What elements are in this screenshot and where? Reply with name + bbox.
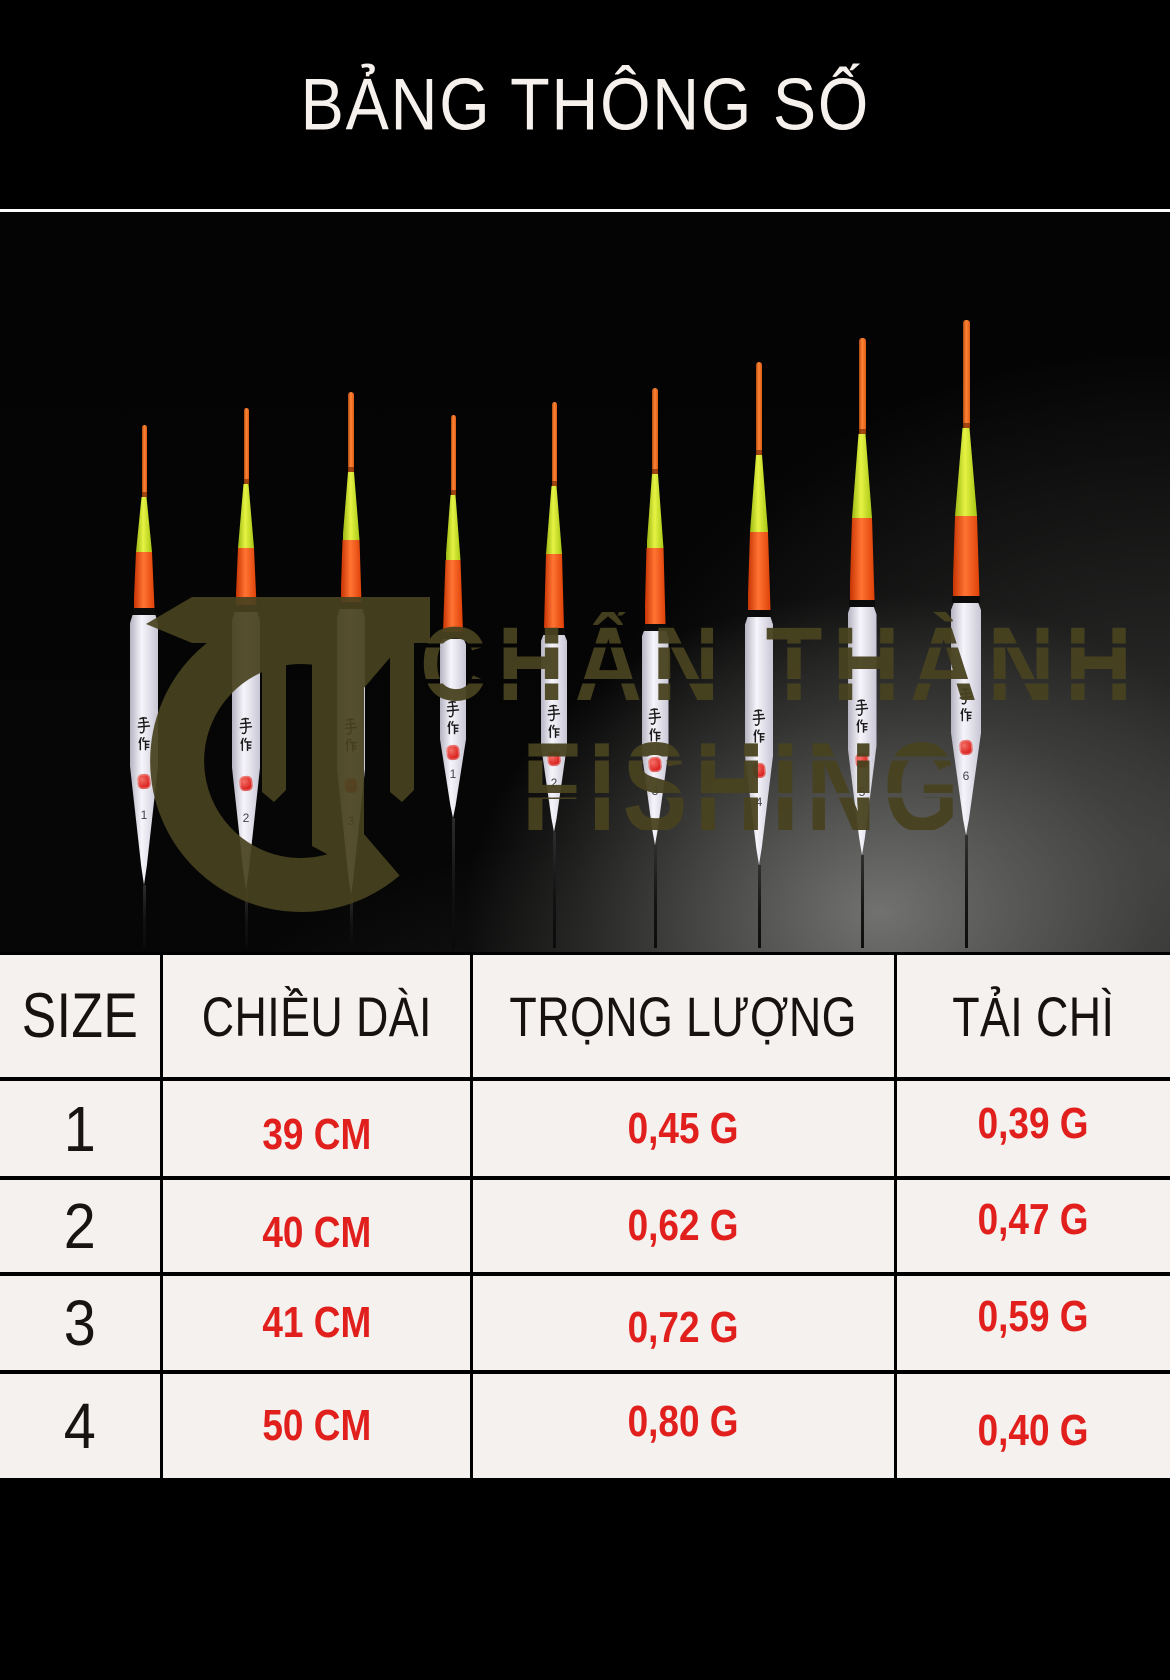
float-stem xyxy=(653,845,657,948)
fishing-float: 1 xyxy=(433,415,473,948)
page-title: BẢNG THÔNG SỐ xyxy=(300,63,870,146)
float-antenna-tip xyxy=(348,392,354,472)
handmade-characters-glyph xyxy=(959,688,973,722)
float-orange-segment xyxy=(340,540,362,602)
spec-table: SIZE CHIỀU DÀI TRỌNG LƯỢNG TẢI CHÌ 1 39 … xyxy=(0,952,1170,1478)
length-cell: 41 CM xyxy=(163,1276,470,1370)
column-header-weight: TRỌNG LƯỢNG xyxy=(473,955,894,1077)
lead-load-cell: 0,59 G xyxy=(897,1276,1170,1370)
float-stem xyxy=(757,865,761,948)
weight-cell: 0,45 G xyxy=(473,1081,894,1176)
float-green-segment xyxy=(445,495,461,560)
float-stem xyxy=(349,895,353,948)
lead-load-cell: 0,47 G xyxy=(897,1180,1170,1272)
handmade-characters-glyph xyxy=(547,704,561,739)
column-header-length: CHIỀU DÀI xyxy=(163,955,470,1077)
length-cell: 39 CM xyxy=(163,1081,470,1176)
size-cell: 3 xyxy=(0,1276,160,1370)
float-orange-segment xyxy=(133,552,155,608)
weight-cell: 0,62 G xyxy=(473,1180,894,1272)
lead-load-cell: 0,40 G xyxy=(897,1374,1170,1478)
weight-cell: 0,72 G xyxy=(473,1276,894,1370)
float-number: 1 xyxy=(140,808,148,823)
fishing-float: 2 xyxy=(534,402,574,948)
title-bar: BẢNG THÔNG SỐ xyxy=(0,0,1170,209)
float-antenna-tip xyxy=(243,408,249,484)
float-stem xyxy=(964,835,968,948)
column-header-lead-load: TẢI CHÌ xyxy=(897,955,1170,1077)
length-cell: 50 CM xyxy=(163,1374,470,1478)
product-photo: CHẤN THÀNH FISHING 1 xyxy=(0,212,1170,952)
float-antenna-tip xyxy=(652,388,658,474)
float-black-band xyxy=(442,632,464,639)
handmade-characters-glyph xyxy=(752,709,766,743)
column-header-size: SIZE xyxy=(0,955,160,1077)
float-orange-segment xyxy=(747,532,771,610)
fishing-float: 4 xyxy=(739,362,779,948)
float-green-segment xyxy=(342,472,360,540)
float-green-segment xyxy=(646,474,664,548)
float-antenna-tip xyxy=(551,402,557,486)
weight-cell: 0,80 G xyxy=(473,1374,894,1478)
float-antenna-tip xyxy=(450,415,456,495)
handmade-characters-glyph xyxy=(239,717,253,752)
float-antenna-tip xyxy=(962,320,970,428)
fishing-float: 5 xyxy=(842,338,882,948)
float-black-band xyxy=(747,610,771,617)
watermark-brand-text: CHẤN THÀNH xyxy=(420,605,1143,724)
float-antenna-tip xyxy=(141,425,147,497)
float-black-band xyxy=(543,628,565,635)
size-cell: 2 xyxy=(0,1180,160,1272)
float-orange-segment xyxy=(952,516,980,596)
float-orange-segment xyxy=(443,560,463,632)
handmade-characters-glyph xyxy=(137,717,151,751)
watermark-logo-icon xyxy=(146,597,430,912)
float-number: 2 xyxy=(242,811,250,826)
size-cell: 4 xyxy=(0,1374,160,1478)
float-antenna-tip xyxy=(858,338,866,434)
float-number: 4 xyxy=(756,796,763,808)
length-cell: 40 CM xyxy=(163,1180,470,1272)
float-black-band xyxy=(133,608,155,615)
fishing-float: 3 xyxy=(635,388,675,948)
float-number: 1 xyxy=(449,766,457,781)
fishing-float: 6 xyxy=(946,320,986,948)
float-orange-segment xyxy=(849,518,875,600)
watermark-fishing-text: FISHING xyxy=(522,716,967,859)
float-stem xyxy=(860,855,864,948)
float-antenna-tip xyxy=(756,362,762,455)
float-number: 5 xyxy=(859,786,866,798)
float-orange-segment xyxy=(644,548,666,624)
float-number: 6 xyxy=(963,770,970,782)
divider-line xyxy=(0,209,1170,212)
float-black-band xyxy=(952,596,980,603)
float-stem xyxy=(552,832,556,948)
float-stem xyxy=(244,890,248,948)
float-orange-segment xyxy=(235,548,257,605)
float-number: 3 xyxy=(652,785,659,797)
float-black-band xyxy=(849,600,875,607)
lead-load-cell: 0,39 G xyxy=(897,1081,1170,1176)
float-black-band xyxy=(644,624,666,631)
handmade-characters-glyph xyxy=(855,699,869,733)
float-green-segment xyxy=(852,434,872,518)
footer-black-bar xyxy=(0,1478,1170,1680)
float-stem xyxy=(142,885,146,948)
float-number: 2 xyxy=(551,777,558,789)
float-stem xyxy=(451,818,455,948)
float-orange-segment xyxy=(544,554,564,628)
float-green-segment xyxy=(750,455,768,532)
handmade-characters-glyph xyxy=(446,701,460,735)
handmade-characters-glyph xyxy=(648,708,662,742)
size-cell: 1 xyxy=(0,1081,160,1176)
fishing-float: 1 xyxy=(124,425,164,948)
